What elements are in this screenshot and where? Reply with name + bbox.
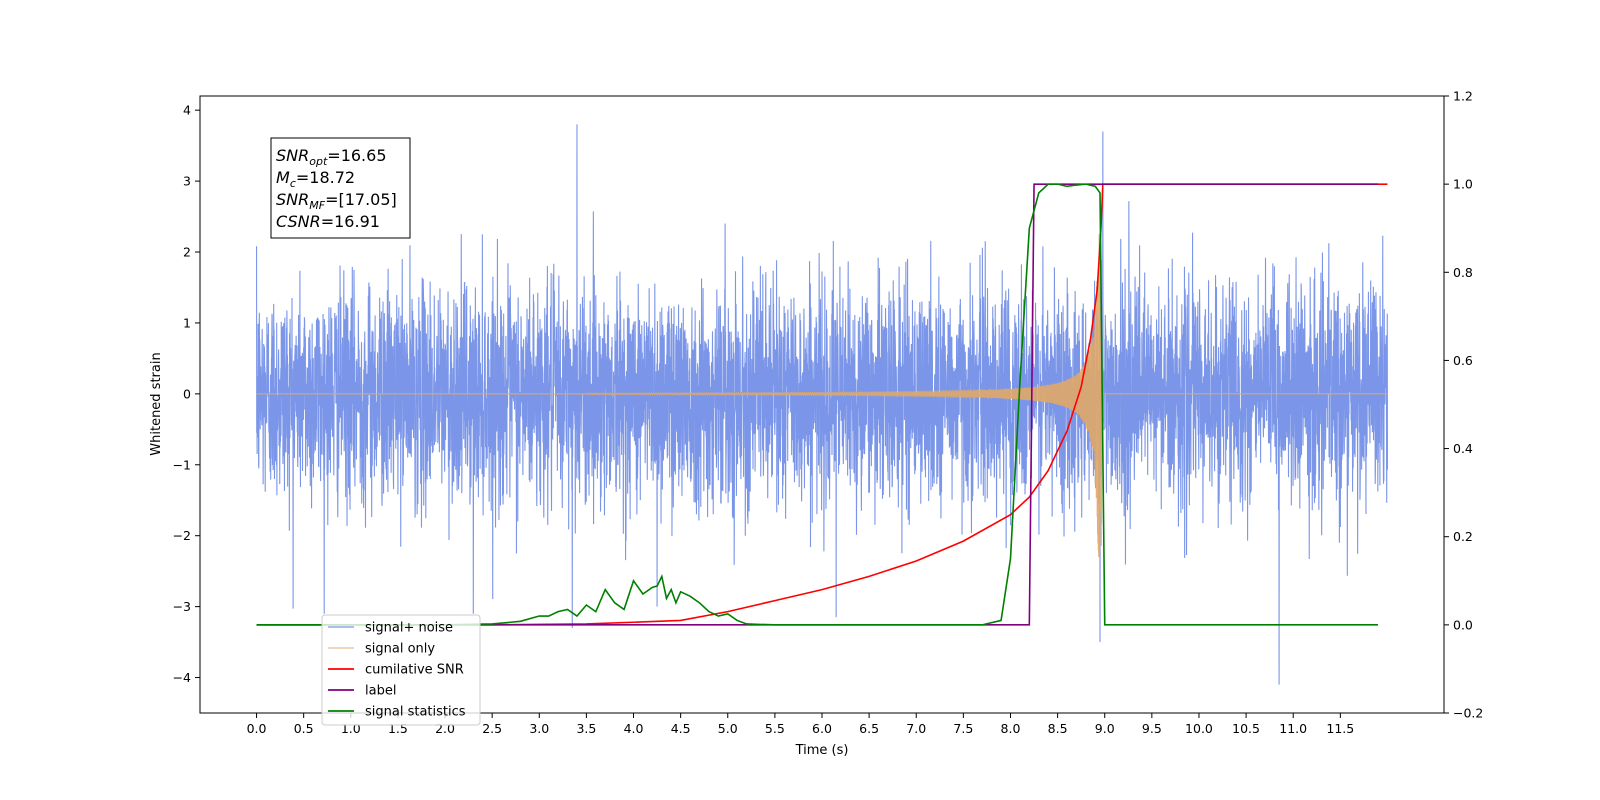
y-axis-right: −0.2 0.0 0.2 0.4 0.6 0.8 1.0 1.2 <box>1444 89 1483 721</box>
y-tick-label: 0 <box>183 386 191 401</box>
y-tick-label: 1 <box>183 315 191 330</box>
series-signal-only <box>256 234 1388 557</box>
y2-tick-label: 0.4 <box>1453 441 1473 456</box>
x-tick-label: 7.0 <box>906 721 926 736</box>
y-tick-label: 3 <box>183 174 191 189</box>
x-tick-label: 10.0 <box>1185 721 1213 736</box>
x-tick-label: 4.5 <box>671 721 691 736</box>
x-tick-label: 4.0 <box>624 721 644 736</box>
y-tick-label: 2 <box>183 245 191 260</box>
legend-frame <box>321 614 481 726</box>
x-tick-label: 9.0 <box>1095 721 1115 736</box>
annotation-line: CSNR=16.91 <box>276 212 380 231</box>
x-tick-label: 6.0 <box>812 721 832 736</box>
x-tick-label: 3.0 <box>529 721 549 736</box>
legend: signal+ noise signal only cumilative SNR la… <box>321 614 481 726</box>
y-tick-label: 4 <box>183 103 191 118</box>
series-layer <box>256 124 1388 685</box>
y2-tick-label: 0.2 <box>1453 529 1473 544</box>
x-tick-label: 9.5 <box>1142 721 1162 736</box>
legend-label-signal-statistics: signal statistics <box>365 705 466 720</box>
x-tick-label: 5.0 <box>718 721 738 736</box>
legend-label-label: label <box>365 684 396 699</box>
annotation-line: SNRMF=[17.05] <box>276 190 397 212</box>
annotation-frame <box>270 137 411 239</box>
y2-tick-label: −0.2 <box>1453 706 1483 721</box>
legend-label-signal-noise: signal+ noise <box>365 621 453 636</box>
x-tick-label: 10.5 <box>1232 721 1260 736</box>
y2-tick-label: 1.0 <box>1453 177 1473 192</box>
x-tick-label: 0.0 <box>247 721 267 736</box>
y2-tick-label: 0.6 <box>1453 353 1473 368</box>
x-tick-label: 3.5 <box>576 721 596 736</box>
y2-tick-label: 0.8 <box>1453 265 1473 280</box>
y-tick-label: −1 <box>173 457 191 472</box>
x-tick-label: 8.5 <box>1048 721 1068 736</box>
x-tick-label: 6.5 <box>859 721 879 736</box>
x-tick-label: 7.5 <box>953 721 973 736</box>
x-tick-label: 0.5 <box>294 721 314 736</box>
annotation-line: Mc=18.72 <box>276 168 355 190</box>
series-signal-statistics <box>256 183 1379 626</box>
y-axis-label: Whitened strain <box>149 352 164 455</box>
y2-tick-label: 0.0 <box>1453 617 1473 632</box>
snr-annotation-box: SNRopt=16.65Mc=18.72SNRMF=[17.05]CSNR=16… <box>270 137 411 239</box>
series-signal-noise <box>256 124 1388 685</box>
x-tick-label: 11.5 <box>1326 721 1354 736</box>
series-label <box>256 183 1379 626</box>
annotation-line: SNRopt=16.65 <box>276 146 387 168</box>
y-axis-left: −4 −3 −2 −1 0 1 2 3 4 <box>173 103 200 685</box>
legend-label-signal-only: signal only <box>365 642 435 657</box>
x-tick-label: 11.0 <box>1279 721 1307 736</box>
x-axis-label: Time (s) <box>795 743 849 758</box>
x-tick-label: 2.5 <box>482 721 502 736</box>
legend-label-cumilative-snr: cumilative SNR <box>365 663 464 678</box>
y-tick-label: −2 <box>173 528 191 543</box>
x-tick-label: 8.0 <box>1001 721 1021 736</box>
y-tick-label: −4 <box>173 670 191 685</box>
y-tick-label: −3 <box>173 599 191 614</box>
y2-tick-label: 1.2 <box>1453 89 1473 104</box>
x-tick-label: 5.5 <box>765 721 785 736</box>
